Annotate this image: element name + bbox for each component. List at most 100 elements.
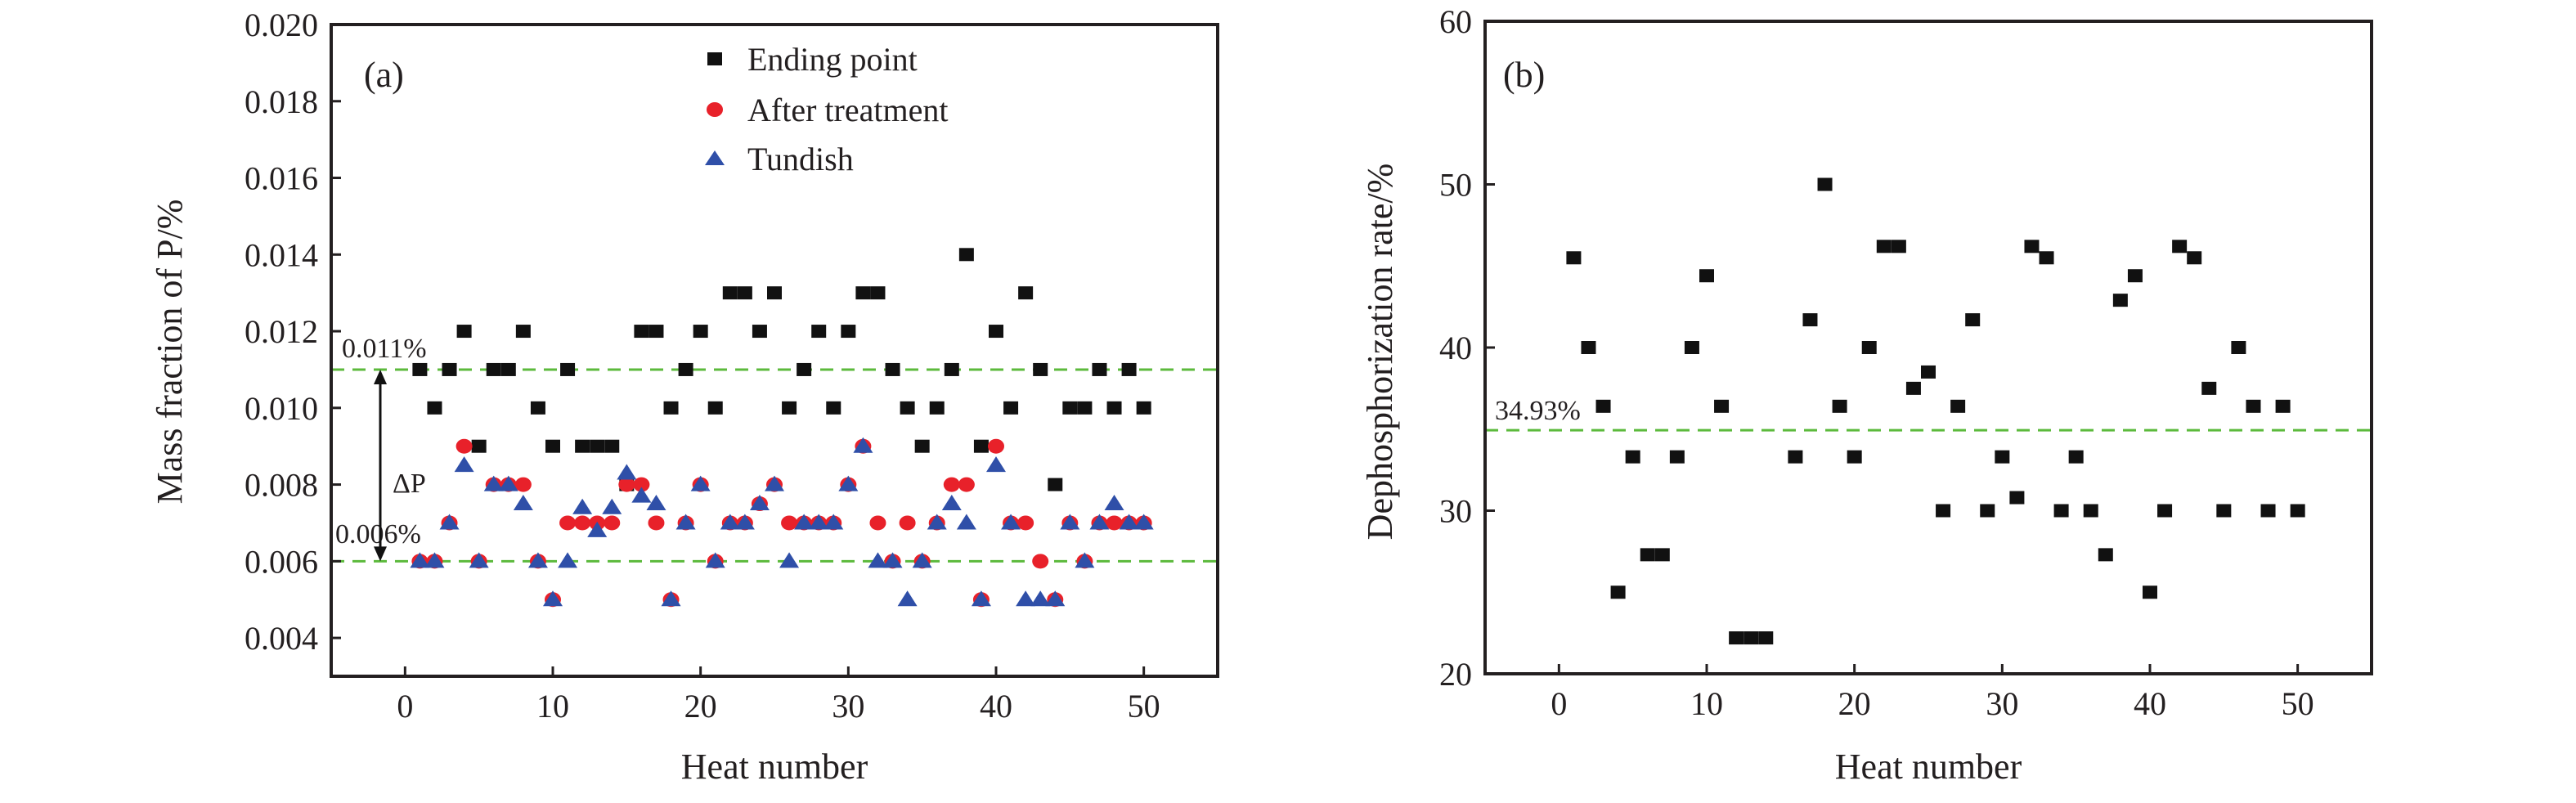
tundish-point — [675, 514, 696, 530]
x-tick-label: 30 — [832, 688, 864, 724]
tundish-point — [1060, 514, 1080, 530]
y-tick-label: 0.014 — [245, 236, 318, 273]
y-tick-label: 20 — [1439, 656, 1472, 693]
ending-point-point — [500, 362, 516, 376]
dephosphorization-rate-point — [1699, 269, 1714, 283]
after-treatment-point — [943, 477, 960, 492]
dephosphorization-rate-point — [1744, 631, 1759, 645]
ending-point-point — [841, 325, 856, 339]
y-tick-label: 30 — [1439, 493, 1472, 530]
tundish-point — [587, 521, 608, 537]
tundish-point — [705, 552, 725, 568]
tundish-point — [439, 514, 460, 530]
dephosphorization-rate-point — [1847, 450, 1862, 464]
tundish-point — [631, 487, 652, 503]
dephosphorization-rate-point — [2260, 504, 2276, 518]
dephosphorization-rate-point — [2275, 399, 2291, 413]
after-treatment-point — [456, 438, 473, 454]
ending-point-point — [1033, 362, 1048, 376]
dephosphorization-rate-point — [1905, 381, 1921, 395]
ending-point-point — [782, 401, 797, 415]
ending-point-point — [1048, 478, 1063, 491]
tundish-point — [513, 495, 533, 511]
tundish-point — [824, 514, 844, 530]
y-tick-label: 0.012 — [245, 313, 318, 350]
tundish-point — [986, 456, 1006, 473]
tundish-point — [1045, 590, 1066, 607]
ending-point-point — [722, 286, 738, 300]
ending-point-point — [958, 248, 974, 262]
after-treatment-point — [1032, 554, 1049, 569]
tundish-point — [809, 514, 829, 530]
panel-b: (b) Dephosphorization rate/% Heat number… — [1360, 3, 2373, 787]
ending-point-point — [900, 401, 915, 415]
tundish-point — [527, 552, 548, 568]
x-tick-label: 50 — [2282, 685, 2314, 722]
dephosphorization-rate-point — [2083, 504, 2098, 518]
ending-point-point — [752, 325, 767, 339]
ending-point-point — [1121, 362, 1137, 376]
x-tick-label: 30 — [1986, 685, 2018, 722]
ending-point-point — [855, 286, 871, 300]
tundish-point — [646, 495, 666, 511]
after-treatment-point — [1017, 515, 1034, 531]
dephosphorization-rate-point — [1669, 450, 1685, 464]
dephosphorization-rate-point — [1802, 313, 1818, 327]
panel-a: (a) Mass fraction of P/% Heat number End… — [150, 7, 1219, 787]
plot-frame — [1483, 20, 2373, 675]
arrow-head-down — [374, 546, 387, 562]
y-tick-label: 0.020 — [245, 7, 318, 43]
dephosphorization-rate-point — [1936, 504, 1951, 518]
ending-point-point — [870, 286, 886, 300]
y-tick-label: 40 — [1439, 330, 1472, 366]
ending-point-point — [826, 401, 841, 415]
y-tick-label: 0.018 — [245, 83, 318, 120]
panel-b-xlabel: Heat number — [1835, 747, 2022, 787]
ending-point-point — [604, 439, 620, 453]
dephosphorization-rate-point — [2231, 341, 2246, 354]
dephosphorization-rate-point — [2157, 504, 2173, 518]
after-treatment-point — [958, 477, 975, 492]
tundish-point — [971, 590, 991, 607]
legend: Ending point After treatment Tundish — [705, 41, 948, 177]
x-tick-label: 10 — [1690, 685, 1723, 722]
x-tick-label: 10 — [536, 688, 569, 724]
dephosphorization-rate-point — [2201, 381, 2217, 395]
after-treatment-point — [1106, 515, 1123, 531]
tundish-point — [1089, 514, 1110, 530]
ending-point-point — [530, 401, 545, 415]
dephosphorization-rate-point — [1995, 450, 2010, 464]
ending-point-point — [560, 362, 576, 376]
tundish-point — [690, 475, 711, 491]
x-tick-label: 50 — [1128, 688, 1160, 724]
dephosphorization-rate-point — [2009, 491, 2025, 505]
tundish-point — [1001, 514, 1021, 530]
tundish-point — [749, 495, 770, 511]
dephosphorization-rate-point — [1581, 341, 1596, 354]
dephosphorization-rate-point — [2143, 585, 2157, 599]
dephosphorization-rate-point — [2112, 294, 2128, 307]
tundish-point — [424, 552, 445, 568]
ending-point-point — [1136, 401, 1151, 415]
dephosphorization-rate-point — [1876, 240, 1892, 253]
tundish-point — [617, 464, 637, 480]
dephosphorization-rate-point — [2172, 240, 2188, 253]
dephosphorization-rate-point — [1965, 313, 1981, 327]
ending-point-point — [590, 439, 605, 453]
after-treatment-point — [633, 477, 650, 492]
dephosphorization-rate-point — [1817, 177, 1833, 191]
panel-b-label: (b) — [1503, 55, 1545, 95]
dephosphorization-rate-point — [2246, 399, 2261, 413]
plot-frame — [330, 23, 1219, 678]
dephosphorization-rate-point — [1729, 631, 1744, 645]
tundish-point — [1133, 514, 1154, 530]
y-tick-label: 50 — [1439, 167, 1472, 204]
ending-point-point — [707, 401, 723, 415]
ending-point-point — [471, 439, 487, 453]
tundish-point — [1016, 590, 1036, 607]
legend-ending-point: Ending point — [747, 41, 918, 78]
tundish-point — [558, 552, 578, 568]
x-tick-label: 20 — [1838, 685, 1871, 722]
dephosphorization-rate-point — [1980, 504, 1995, 518]
after-treatment-point — [988, 438, 1004, 454]
